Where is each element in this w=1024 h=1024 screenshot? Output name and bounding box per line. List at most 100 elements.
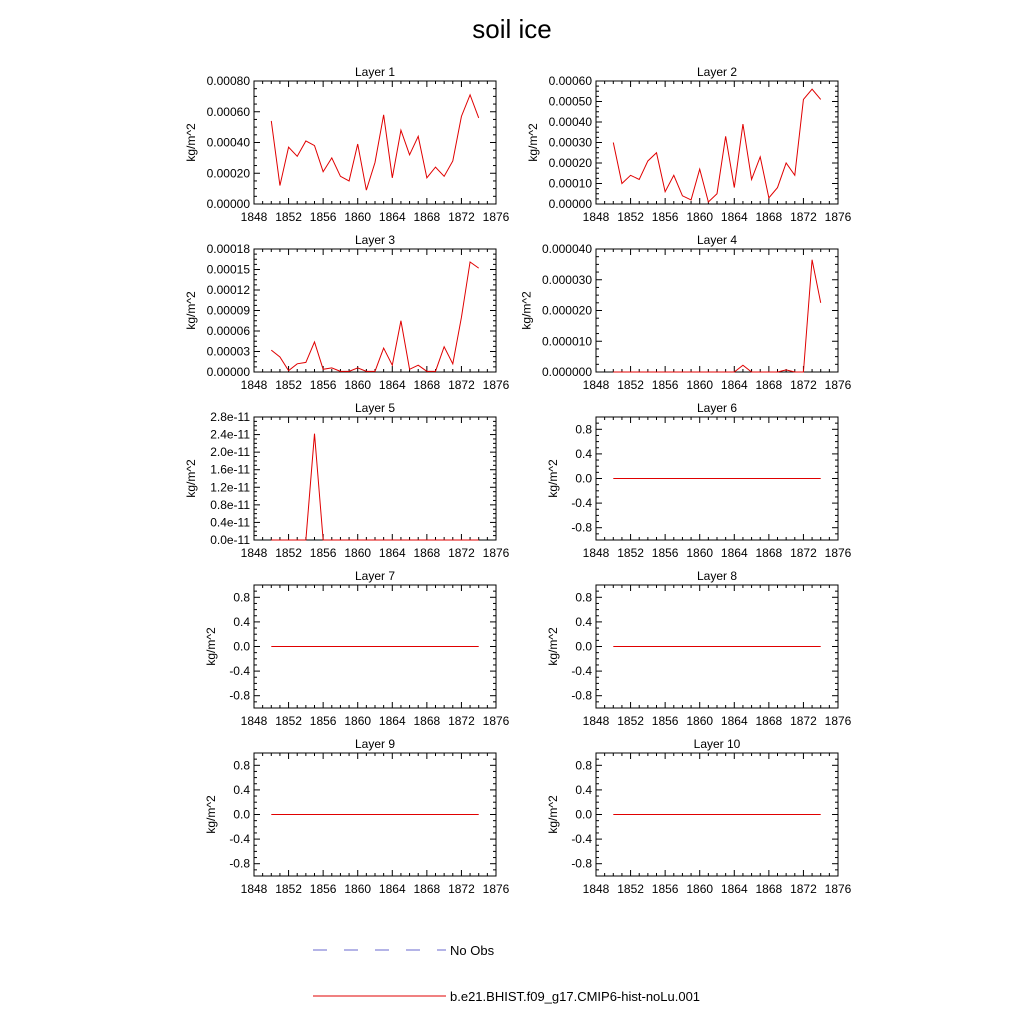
x-tick-label: 1848 [583,882,610,896]
x-tick-label: 1868 [756,378,783,392]
y-tick-label: 0.4 [575,615,592,629]
x-tick-label: 1860 [686,210,713,224]
x-tick-label: 1856 [652,378,679,392]
x-tick-label: 1872 [790,714,817,728]
panel-title: Layer 3 [355,233,395,247]
x-tick-label: 1872 [790,546,817,560]
x-tick-label: 1868 [414,378,441,392]
x-tick-label: 1876 [825,714,852,728]
y-tick-label: 2.8e-11 [210,410,250,424]
x-tick-label: 1852 [617,378,644,392]
x-tick-label: 1856 [652,714,679,728]
x-tick-label: 1868 [756,882,783,896]
y-tick-label: 0.00010 [549,177,593,191]
x-tick-label: 1860 [686,546,713,560]
chart-panel-10: Layer 10 1848 1852 1856 1860 1864 1868 1872 1876… [546,737,851,896]
y-tick-label: 0.00080 [207,74,251,88]
x-tick-label: 1860 [344,378,371,392]
series-line [270,93,480,191]
y-tick-label: 0.4 [233,783,250,797]
y-tick-label: 0.00003 [207,345,251,359]
x-tick-label: 1864 [379,882,406,896]
x-tick-label: 1852 [617,714,644,728]
y-tick-label: 0.00009 [207,304,251,318]
series-line [613,259,822,373]
x-tick-label: 1864 [379,546,406,560]
plot-frame [253,248,497,373]
x-tick-label: 1872 [790,210,817,224]
y-tick-label: 0.00060 [207,105,251,119]
x-tick-label: 1876 [825,210,852,224]
x-tick-label: 1872 [448,882,475,896]
x-tick-label: 1868 [414,714,441,728]
y-tick-label: -0.4 [571,664,592,678]
y-tick-label: -0.8 [571,689,592,703]
x-tick-label: 1876 [825,546,852,560]
y-tick-label: 0.000020 [542,304,592,318]
x-tick-label: 1864 [721,378,748,392]
x-tick-label: 1860 [344,546,371,560]
y-tick-label: 0.000000 [542,365,592,379]
plot-frame [595,80,839,205]
y-tick-label: 1.6e-11 [210,463,250,477]
y-tick-label: 0.8 [575,590,592,604]
y-tick-label: 2.0e-11 [210,445,250,459]
y-tick-label: 0.00000 [207,365,251,379]
legend: No Obs b.e21.BHIST.f09_g17.CMIP6-hist-noL… [313,943,700,1004]
y-tick-label: 0.00015 [207,263,251,277]
x-tick-label: 1856 [310,714,337,728]
y-axis-label: kg/m^2 [526,123,540,162]
x-tick-label: 1852 [275,546,302,560]
y-tick-label: 0.8 [233,758,250,772]
chart-panel-7: Layer 7 1848 1852 1856 1860 1864 1868 1872 1876 -… [204,569,509,728]
y-tick-label: 0.4e-11 [210,515,250,529]
y-tick-label: -0.8 [229,689,250,703]
y-tick-label: -0.4 [571,832,592,846]
x-tick-label: 1856 [652,210,679,224]
y-axis-label: kg/m^2 [546,459,560,498]
chart-panel-9: Layer 9 1848 1852 1856 1860 1864 1868 1872 1876 -… [204,737,509,896]
chart-panel-6: Layer 6 1848 1852 1856 1860 1864 1868 1872 1876 -… [546,401,851,560]
x-tick-label: 1856 [310,378,337,392]
y-tick-label: 0.00030 [549,136,593,150]
x-tick-label: 1860 [686,378,713,392]
y-tick-label: -0.8 [229,857,250,871]
x-tick-label: 1848 [241,546,268,560]
y-tick-label: 0.000040 [542,242,592,256]
y-tick-label: 0.4 [575,447,592,461]
y-tick-label: 0.00018 [207,242,251,256]
panel-title: Layer 7 [355,569,395,583]
x-tick-label: 1876 [483,714,510,728]
y-tick-label: 0.00020 [207,166,251,180]
x-tick-label: 1848 [241,378,268,392]
y-tick-label: 0.0 [233,640,250,654]
y-tick-label: 1.2e-11 [210,480,250,494]
y-axis-label: kg/m^2 [546,627,560,666]
chart-panel-2: Layer 2 1848 1852 1856 1860 1864 1868 1872 1876 0… [526,65,852,224]
y-tick-label: 0.0e-11 [210,533,250,547]
y-tick-label: 0.00000 [549,197,593,211]
legend-label: b.e21.BHIST.f09_g17.CMIP6-hist-noLu.001 [450,989,700,1004]
y-axis-label: kg/m^2 [184,291,198,330]
y-tick-label: 0.8 [233,590,250,604]
x-tick-label: 1856 [310,882,337,896]
y-tick-label: -0.8 [571,521,592,535]
x-tick-label: 1848 [241,882,268,896]
panel-title: Layer 5 [355,401,395,415]
x-tick-label: 1856 [310,210,337,224]
x-tick-label: 1876 [483,882,510,896]
y-tick-label: 0.0 [575,808,592,822]
x-tick-label: 1872 [790,378,817,392]
x-tick-label: 1868 [414,882,441,896]
y-tick-label: -0.4 [571,496,592,510]
panel-title: Layer 9 [355,737,395,751]
y-tick-label: 0.000030 [542,273,592,287]
x-tick-label: 1848 [241,210,268,224]
y-axis-label: kg/m^2 [184,459,198,498]
x-tick-label: 1864 [721,210,748,224]
y-tick-label: 0.8 [575,422,592,436]
plot-frame [253,80,497,205]
chart-panel-8: Layer 8 1848 1852 1856 1860 1864 1868 1872 1876 -… [546,569,851,728]
x-tick-label: 1876 [483,378,510,392]
y-tick-label: 0.00040 [549,115,593,129]
